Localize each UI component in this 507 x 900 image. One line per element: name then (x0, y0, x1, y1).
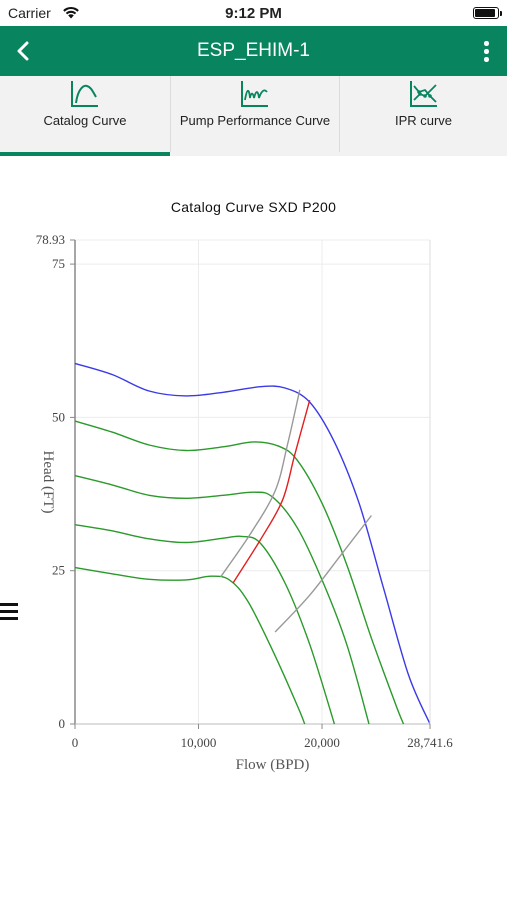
chart-title: Catalog Curve SXD P200 (170, 199, 337, 215)
catalog-curve-chart[interactable]: 0 10,000 20,000 28,741.6 0 25 50 75 78.93 Flow (B… (0, 156, 507, 796)
series-line-6 (232, 400, 311, 584)
nav-bar: ESP_EHIM-1 (0, 26, 507, 76)
page-title: ESP_EHIM-1 (197, 40, 310, 61)
series-line-3 (74, 524, 336, 725)
tab-pump-performance-curve[interactable]: Pump Performance Curve (171, 76, 340, 152)
series-line-0 (74, 362, 431, 725)
more-options-icon[interactable] (479, 39, 493, 63)
series-line-1 (74, 420, 405, 725)
x-tick-label: 10,000 (181, 735, 217, 750)
tab-label: Pump Performance Curve (179, 113, 331, 128)
y-tick-label: 50 (52, 409, 65, 424)
tab-bar: Catalog Curve Pump Performance Curve IPR… (0, 76, 507, 156)
series-line-4 (74, 566, 306, 725)
tab-label: Catalog Curve (43, 113, 127, 128)
tab-label: IPR curve (394, 113, 453, 128)
catalog-curve-icon (71, 81, 98, 107)
wifi-icon (63, 6, 79, 19)
chart-area: Catalog Curve SXD P200 0 10,000 20,000 28,7… (0, 156, 507, 900)
status-bar: Carrier 9:12 PM (0, 0, 507, 26)
back-arrow-icon[interactable] (12, 38, 36, 64)
series-line-7 (274, 515, 372, 633)
y-tick-label: 0 (59, 716, 66, 731)
clock: 9:12 PM (225, 5, 282, 22)
x-axis-label: Flow (BPD) (236, 757, 310, 773)
hamburger-menu-icon[interactable] (0, 600, 20, 626)
x-tick-label: 20,000 (304, 735, 340, 750)
active-tab-indicator (0, 152, 170, 156)
y-axis-label: Head (FT) (40, 451, 56, 514)
battery-icon (473, 7, 502, 19)
x-tick-label: 28,741.6 (407, 735, 453, 750)
series-line-2 (74, 475, 370, 725)
ipr-curve-icon (409, 81, 437, 107)
tab-catalog-curve[interactable]: Catalog Curve (0, 76, 171, 152)
carrier-label: Carrier (8, 5, 51, 21)
y-tick-label: 78.93 (36, 232, 65, 247)
tab-ipr-curve[interactable]: IPR curve (340, 76, 507, 152)
y-tick-label: 75 (52, 256, 65, 271)
performance-curve-icon (241, 81, 268, 107)
y-tick-label: 25 (52, 563, 65, 578)
x-tick-label: 0 (72, 735, 79, 750)
series-line-5 (220, 389, 301, 578)
